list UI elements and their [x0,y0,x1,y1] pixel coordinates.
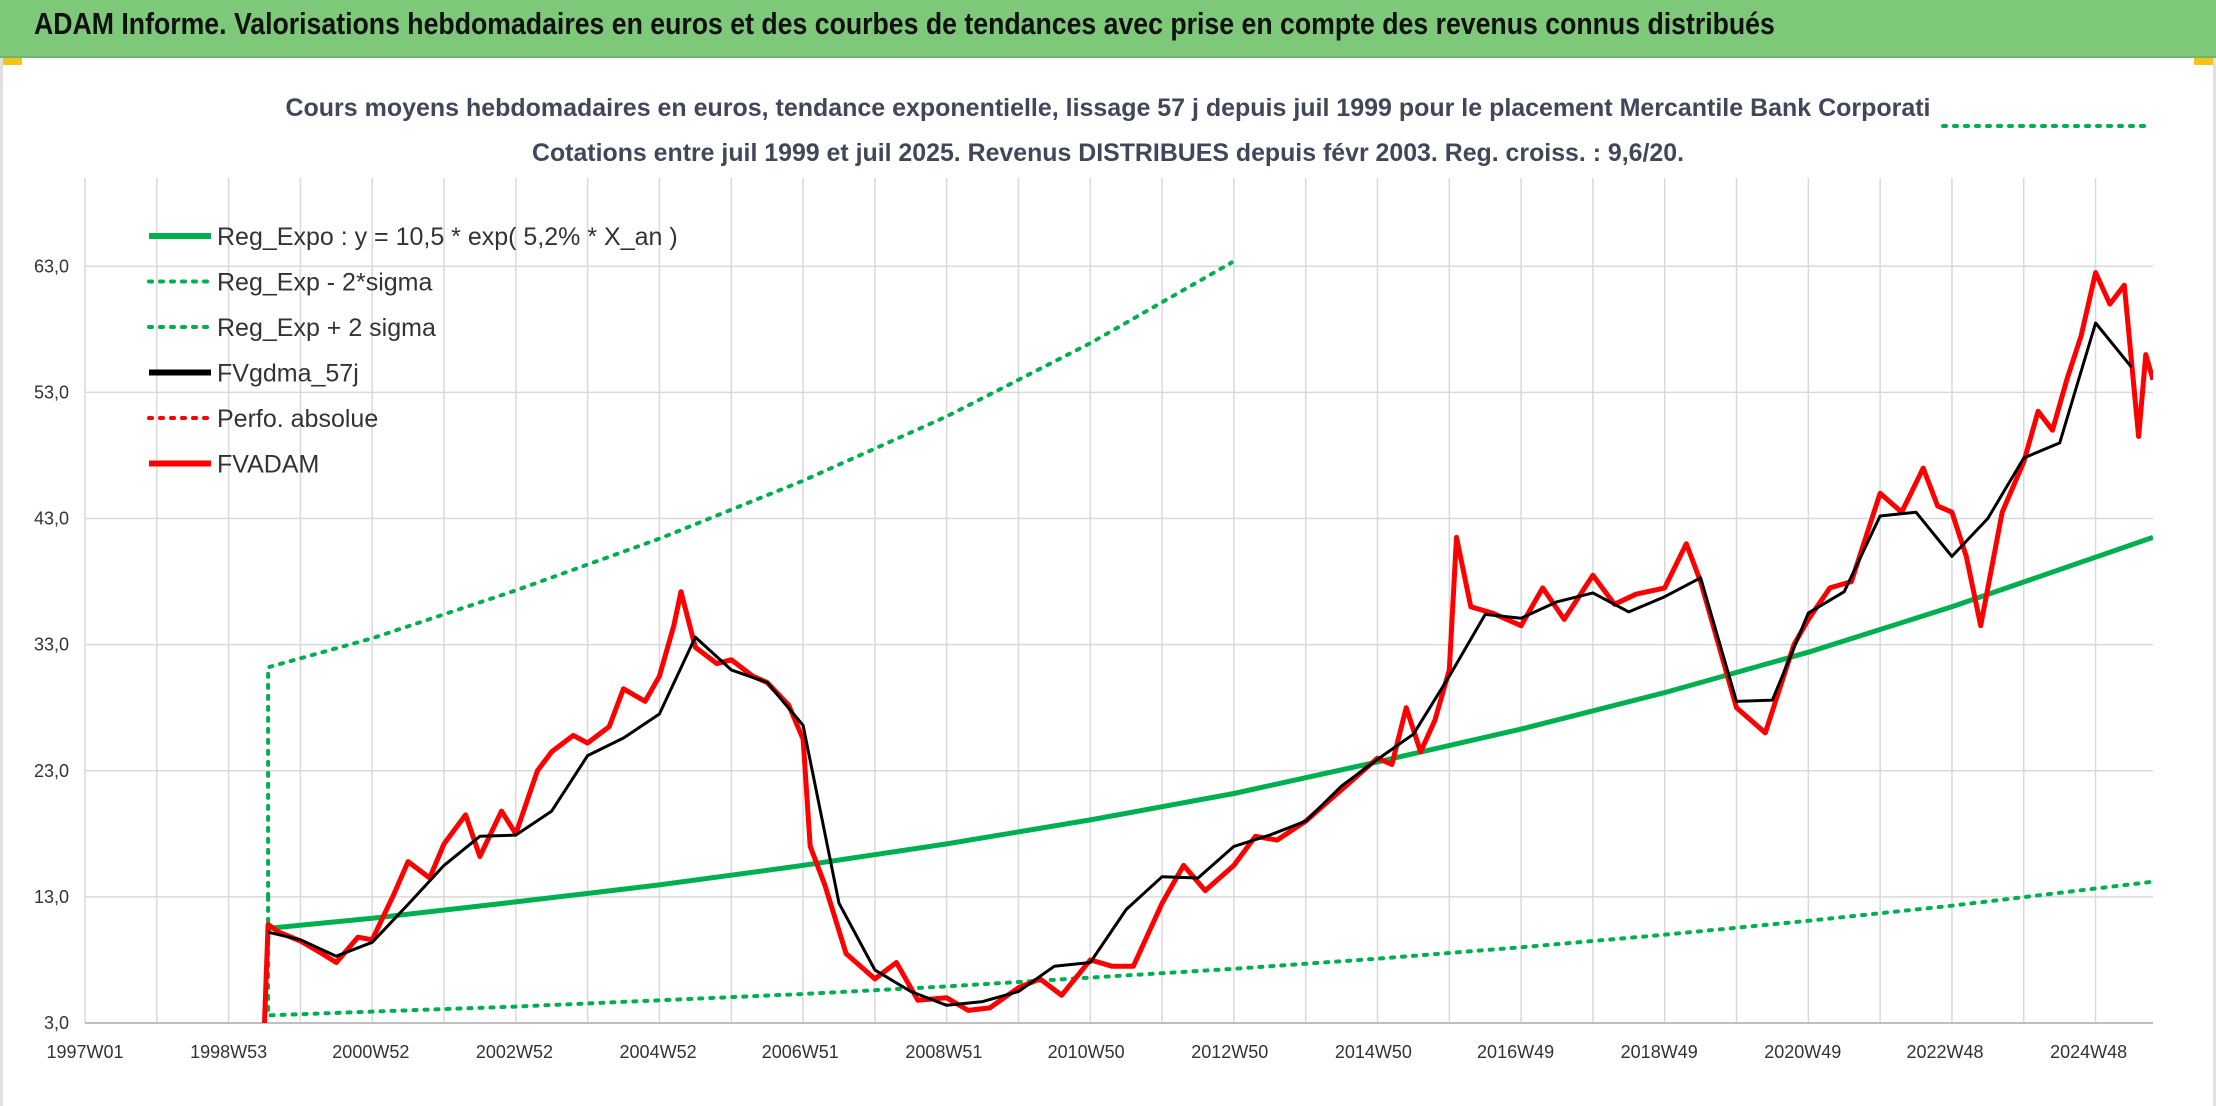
x-tick-label: 2004W52 [620,1042,697,1062]
chart-frame: Cours moyens hebdomadaires en euros, ten… [0,58,2216,1106]
legend-label: Reg_Exp + 2 sigma [217,314,436,342]
legend-label: Reg_Expo : y = 10,5 * exp( 5,2% * X_an ) [217,223,678,251]
corner-tab-left [0,58,22,65]
series-line-5 [262,270,2153,1023]
y-tick-label: 23,0 [34,761,69,781]
legend-label: FVgdma_57j [217,360,359,388]
chart: Cours moyens hebdomadaires en euros, ten… [34,94,2153,1062]
grid [84,178,2153,1024]
x-tick-label: 2008W51 [905,1042,982,1062]
x-tick-label: 1997W01 [46,1042,123,1062]
series-line-2 [266,260,1234,899]
axes: 3,0 13,0 23,0 33,0 43,0 53,0 63,0 1997W01 1998W5… [34,256,2153,1062]
legend: Reg_Expo : y = 10,5 * exp( 5,2% * X_an )… [147,223,678,479]
x-tick-label: 2006W51 [762,1042,839,1062]
x-tick-label: 2016W49 [1477,1042,1554,1062]
x-tick-label: 2014W50 [1335,1042,1412,1062]
y-tick-label: 63,0 [34,256,69,276]
legend-label: FVADAM [217,451,319,479]
y-tick-label: 43,0 [34,509,69,529]
page-title: ADAM Informe. Valorisations hebdomadaire… [34,6,1775,41]
x-tick-label: 2024W48 [2050,1042,2127,1062]
series-line-3 [267,321,2133,1007]
y-tick-label: 33,0 [34,635,69,655]
x-tick-label: 2010W50 [1048,1042,1125,1062]
series-line-0 [267,535,2153,931]
series [262,260,2153,1023]
y-tick-label: 53,0 [34,382,69,402]
x-tick-label: 2020W49 [1764,1042,1841,1062]
legend-label: Perfo. absolue [217,405,378,433]
y-tick-label: 13,0 [34,887,69,907]
x-tick-label: 2012W50 [1191,1042,1268,1062]
x-tick-label: 2022W48 [1907,1042,1984,1062]
corner-tab-right [2194,58,2216,65]
chart-title: Cours moyens hebdomadaires en euros, ten… [286,94,1931,122]
y-tick-label: 3,0 [44,1013,69,1033]
x-tick-label: 2002W52 [476,1042,553,1062]
x-tick-label: 1998W53 [190,1042,267,1062]
chart-subtitle: Cotations entre juil 1999 et juil 2025. … [532,139,1684,167]
x-tick-label: 2018W49 [1621,1042,1698,1062]
x-tick-label: 2000W52 [332,1042,409,1062]
header-bar: ADAM Informe. Valorisations hebdomadaire… [0,0,2216,58]
legend-label: Reg_Exp - 2*sigma [217,269,432,297]
series-line-1 [266,879,2153,1018]
